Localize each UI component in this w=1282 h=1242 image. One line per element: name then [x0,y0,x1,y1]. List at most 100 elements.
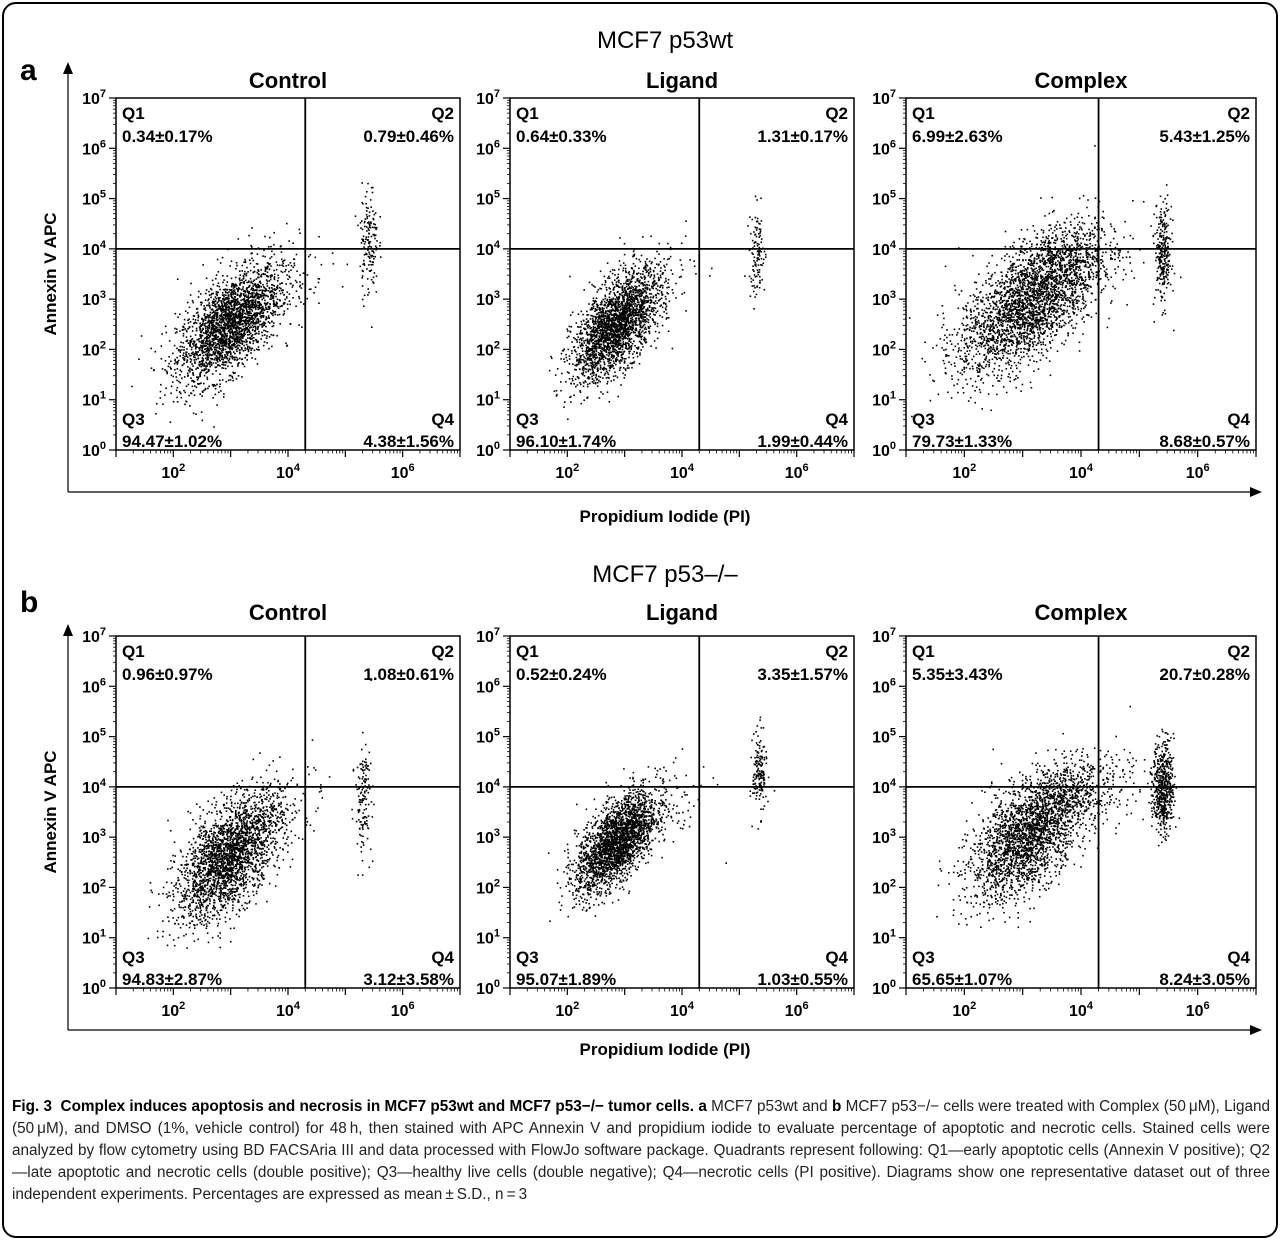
scatter-point [626,317,628,319]
scatter-point [250,313,252,315]
scatter-point [603,359,605,361]
scatter-point [663,311,665,313]
scatter-point [592,378,594,380]
scatter-point [622,373,624,375]
scatter-point [575,351,577,353]
scatter-point [365,218,367,220]
scatter-point [639,363,641,365]
y-tick-label: 103 [82,289,106,309]
scatter-point [380,242,382,244]
scatter-point [601,344,603,346]
scatter-point [246,329,248,331]
scatter-point [172,381,174,383]
scatter-point [366,214,368,216]
scatter-point [249,311,251,313]
scatter-point [621,327,623,329]
scatter-point [264,256,266,258]
scatter-point [665,298,667,300]
scatter-point [612,301,614,303]
scatter-point [644,332,646,334]
scatter-point [243,277,245,279]
scatter-point [608,276,610,278]
scatter-point [199,374,201,376]
scatter-point [605,337,607,339]
scatter-point [210,366,212,368]
scatter-point [651,301,653,303]
scatter-point [194,394,196,396]
scatter-point [588,348,590,350]
scatter-point [573,376,575,378]
scatter-point [235,304,237,306]
scatter-point [272,313,274,315]
scatter-point [372,264,374,266]
scatter-point [642,343,644,345]
scatter-point [262,290,264,292]
scatter-point [632,275,634,277]
quadrant-q1-value: 0.34±0.17% [122,127,213,146]
scatter-point [642,271,644,273]
scatter-point [642,320,644,322]
scatter-point [649,305,651,307]
scatter-point [207,327,209,329]
scatter-point [196,352,198,354]
scatter-point [252,272,254,274]
scatter-point [596,346,598,348]
scatter-point [618,282,620,284]
scatter-point [655,312,657,314]
scatter-point [648,281,650,283]
scatter-point [629,339,631,341]
scatter-point [155,413,157,415]
scatter-point [295,280,297,282]
scatter-point [264,236,266,238]
scatter-point [252,307,254,309]
scatter-point [276,335,278,337]
scatter-point [261,315,263,317]
scatter-point [657,338,659,340]
scatter-point [245,261,247,263]
scatter-point [274,293,276,295]
scatter-point [626,280,628,282]
scatter-point [223,342,225,344]
scatter-point [600,322,602,324]
scatter-point [661,285,663,287]
scatter-point [190,336,192,338]
scatter-point [649,331,651,333]
scatter-point [170,367,172,369]
scatter-point [170,368,172,370]
scatter-point [617,291,619,293]
scatter-point [607,318,609,320]
scatter-point [209,339,211,341]
scatter-point [215,327,217,329]
scatter-point [252,310,254,312]
scatter-point [238,334,240,336]
scatter-point [181,346,183,348]
scatter-point [643,339,645,341]
scatter-point [603,299,605,301]
scatter-point [631,338,633,340]
scatter-point [198,347,200,349]
scatter-point [265,307,267,309]
scatter-point [362,275,364,277]
scatter-point [223,345,225,347]
scatter-point [258,273,260,275]
scatter-point [211,327,213,329]
scatter-point [236,317,238,319]
scatter-point [628,283,630,285]
scatter-point [240,328,242,330]
scatter-point [582,359,584,361]
scatter-point [192,380,194,382]
scatter-point [205,293,207,295]
scatter-point [213,426,215,428]
scatter-point [225,294,227,296]
scatter-point [234,344,236,346]
scatter-point [596,309,598,311]
scatter-point [666,313,668,315]
scatter-point [364,226,366,228]
scatter-point [614,371,616,373]
scatter-point [198,314,200,316]
scatter-point [284,259,286,261]
scatter-point [244,290,246,292]
scatter-point [267,272,269,274]
quadrant-q3-value: 94.47±1.02% [122,432,222,451]
scatter-point [249,302,251,304]
